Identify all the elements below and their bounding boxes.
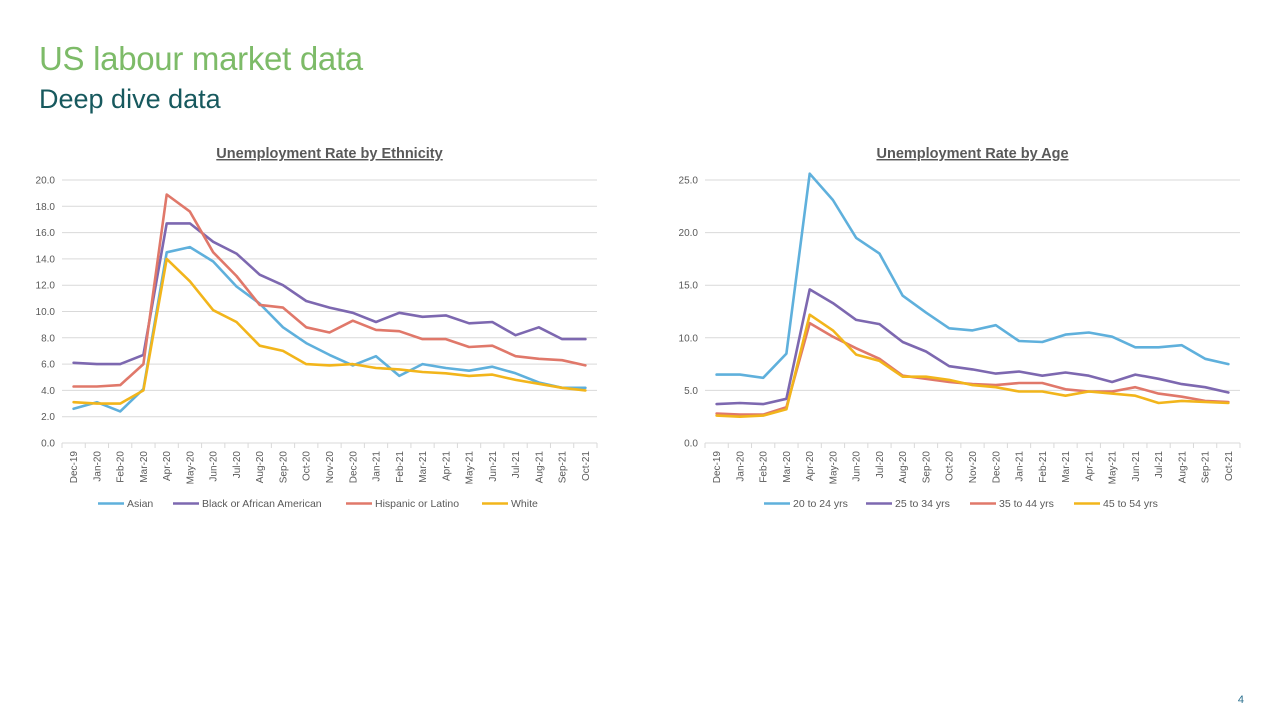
legend-label: Hispanic or Latino: [375, 498, 459, 510]
x-tick-label: May-21: [1108, 451, 1119, 485]
y-tick-label: 5.0: [684, 386, 698, 397]
series-line-45-to-54-yrs: [715, 313, 1230, 419]
y-tick-label: 14.0: [36, 254, 56, 265]
chart-ethnicity-svg: Unemployment Rate by Ethnicity 0.0 2.0 4.0 6…: [36, 146, 598, 510]
x-tick-label: Jun-21: [488, 451, 499, 482]
x-tick-label: Jan-20: [735, 451, 746, 482]
x-tick-label: Sep-21: [558, 451, 569, 484]
x-tick-label: Jan-21: [1015, 451, 1026, 482]
x-tick-label: Nov-20: [968, 451, 979, 484]
y-tick-label: 20.0: [679, 228, 699, 239]
x-tick-label: Oct-21: [581, 451, 592, 481]
series-line-hispanic-or-latino: [72, 193, 587, 388]
legend-item: Black or African American: [173, 498, 322, 510]
x-tick-label: Jul-21: [1154, 451, 1165, 479]
x-tick-label: Aug-20: [255, 451, 266, 484]
legend-item: Hispanic or Latino: [346, 498, 459, 510]
chart-title: Unemployment Rate by Age: [876, 146, 1068, 162]
x-tick-label: Sep-20: [921, 451, 932, 484]
slide-subtitle: Deep dive data: [39, 84, 221, 114]
legend-label: 45 to 54 yrs: [1103, 498, 1158, 510]
legend-item: White: [482, 498, 538, 510]
x-tick-label: Jun-20: [852, 451, 863, 482]
x-tick-label: Aug-20: [898, 451, 909, 484]
series-line-asian: [72, 245, 587, 413]
y-tick-label: 0.0: [41, 439, 55, 450]
x-tick-label: Jul-21: [511, 451, 522, 479]
y-tick-label: 20.0: [36, 176, 56, 187]
x-tick-label: Apr-21: [1084, 451, 1095, 481]
x-tick-label: Dec-19: [712, 451, 723, 484]
y-tick-label: 4.0: [41, 386, 55, 397]
x-tick-label: Feb-21: [395, 451, 406, 483]
legend-item: 45 to 54 yrs: [1074, 498, 1158, 510]
x-tick-label: Dec-19: [69, 451, 80, 484]
chart-age: Unemployment Rate by Age 0.0 5.0 10.0 15.0 20…: [670, 138, 1250, 528]
x-tick-label: Sep-20: [278, 451, 289, 484]
x-tick-label: Aug-21: [1177, 451, 1188, 484]
chart-title: Unemployment Rate by Ethnicity: [216, 146, 442, 162]
legend-label: 35 to 44 yrs: [999, 498, 1054, 510]
x-tick-label: Apr-20: [162, 451, 173, 481]
x-tick-label: Jan-21: [372, 451, 383, 482]
series-line-white: [72, 257, 587, 405]
y-tick-label: 8.0: [41, 333, 55, 344]
x-tick-label: Jan-20: [92, 451, 103, 482]
chart-ethnicity: Unemployment Rate by Ethnicity 0.0 2.0 4.0 6…: [30, 138, 610, 528]
x-tick-label: Feb-20: [116, 451, 127, 483]
x-tick-label: May-21: [465, 451, 476, 485]
y-tick-label: 6.0: [41, 360, 55, 371]
x-tick-label: May-20: [828, 451, 839, 485]
x-tick-label: Mar-20: [139, 451, 150, 483]
x-tick-label: Sep-21: [1201, 451, 1212, 484]
legend-item: 20 to 24 yrs: [764, 498, 848, 510]
y-tick-label: 16.0: [36, 228, 56, 239]
legend-item: Asian: [98, 498, 153, 510]
x-tick-label: Nov-20: [325, 451, 336, 484]
x-tick-label: Apr-21: [441, 451, 452, 481]
series-line-20-to-24-yrs: [715, 172, 1230, 380]
x-tick-label: Aug-21: [534, 451, 545, 484]
x-tick-label: Dec-20: [991, 451, 1002, 484]
x-tick-label: Jul-20: [232, 451, 243, 479]
legend-item: 35 to 44 yrs: [970, 498, 1054, 510]
y-tick-label: 10.0: [36, 307, 56, 318]
x-tick-label: Oct-21: [1224, 451, 1235, 481]
x-tick-label: Feb-21: [1038, 451, 1049, 483]
x-tick-label: Mar-21: [418, 451, 429, 483]
x-tick-label: Mar-21: [1061, 451, 1072, 483]
y-tick-label: 0.0: [684, 439, 698, 450]
y-tick-label: 25.0: [679, 176, 699, 187]
x-tick-label: Jun-21: [1131, 451, 1142, 482]
x-tick-label: Jul-20: [875, 451, 886, 479]
x-tick-label: Feb-20: [759, 451, 770, 483]
legend-item: 25 to 34 yrs: [866, 498, 950, 510]
legend-label: Black or African American: [202, 498, 322, 510]
page-number: 4: [1237, 694, 1244, 706]
legend-label: Asian: [127, 498, 153, 510]
y-tick-label: 10.0: [679, 333, 699, 344]
x-tick-label: Dec-20: [348, 451, 359, 484]
slide-title: US labour market data: [39, 40, 363, 77]
x-tick-label: Mar-20: [782, 451, 793, 483]
y-tick-label: 15.0: [679, 281, 699, 292]
legend-label: 25 to 34 yrs: [895, 498, 950, 510]
chart-age-svg: Unemployment Rate by Age 0.0 5.0 10.0 15.0 20…: [679, 146, 1241, 510]
x-tick-label: Apr-20: [805, 451, 816, 481]
y-tick-label: 12.0: [36, 281, 56, 292]
x-tick-label: Oct-20: [945, 451, 956, 481]
x-tick-label: Oct-20: [302, 451, 313, 481]
legend-label: 20 to 24 yrs: [793, 498, 848, 510]
x-tick-label: May-20: [185, 451, 196, 485]
y-tick-label: 2.0: [41, 412, 55, 423]
series-line-black-or-african-american: [72, 222, 587, 366]
y-tick-label: 18.0: [36, 202, 56, 213]
x-tick-label: Jun-20: [209, 451, 220, 482]
legend-label: White: [511, 498, 538, 510]
series-line-25-to-34-yrs: [715, 288, 1230, 406]
